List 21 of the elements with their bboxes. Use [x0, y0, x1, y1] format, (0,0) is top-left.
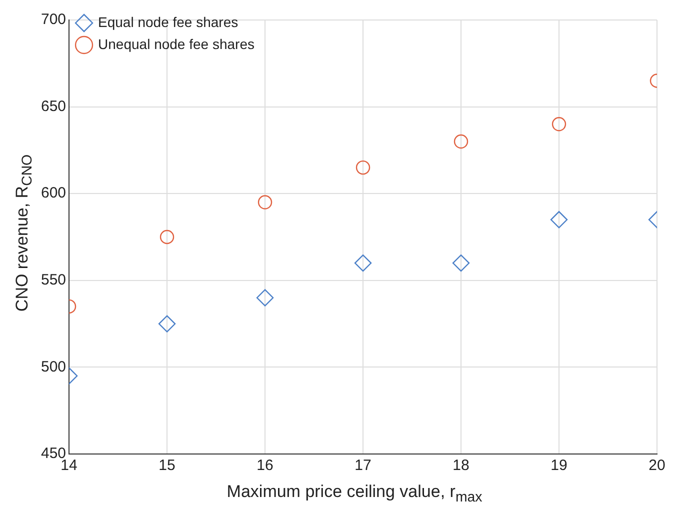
point	[454, 134, 468, 149]
point	[256, 289, 274, 306]
x-tick-label: 19	[550, 457, 568, 474]
legend-label: Equal node fee shares	[98, 14, 238, 30]
x-tick-label: 20	[648, 457, 666, 474]
x-tick-label: 15	[158, 457, 176, 474]
x-tick-label: 17	[354, 457, 372, 474]
point	[354, 254, 372, 272]
point	[356, 160, 370, 175]
y-tick-label: 650	[40, 98, 66, 115]
point	[258, 195, 272, 210]
y-tick-label: 600	[40, 184, 66, 202]
x-tick-label: 14	[60, 457, 78, 474]
point	[452, 254, 470, 272]
legend-label: Unequal node fee shares	[98, 36, 254, 52]
x-tick-label: 18	[452, 457, 470, 474]
x-axis-title: Maximum price ceiling value, r$_{max}$	[226, 482, 484, 506]
y-tick-label: 500	[40, 358, 66, 376]
y-tick-label: 700	[40, 11, 66, 28]
y-tick-label: 550	[40, 272, 66, 289]
x-tick-label: 16	[256, 457, 274, 474]
